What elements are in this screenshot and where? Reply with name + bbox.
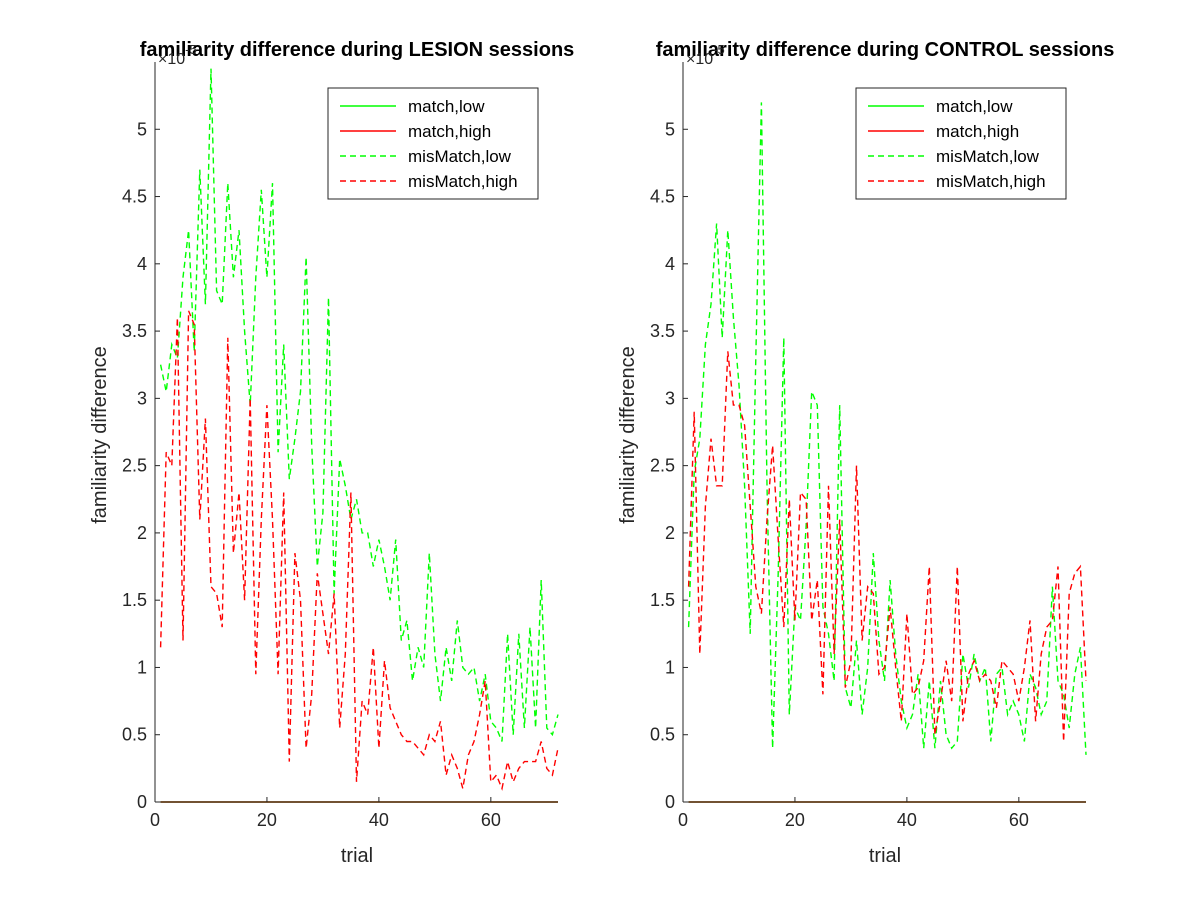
- lesion-y-exponent-power: -5: [185, 42, 197, 57]
- control-y-tick-label: 2.5: [650, 456, 675, 476]
- control-y-exponent-power: -5: [713, 42, 725, 57]
- lesion-x-tick-label: 40: [369, 810, 389, 830]
- control-x-tick-label: 60: [1009, 810, 1029, 830]
- lesion-y-tick-label: 0.5: [122, 725, 147, 745]
- lesion-y-tick-label: 3: [137, 388, 147, 408]
- lesion-subplot: 0 20 40 6000.511.522.533.544.55match,lowmat…: [89, 39, 574, 867]
- control-legend: match,low match,high misMatch,low misMatch,…: [855, 87, 1067, 200]
- lesion-y-tick-label: 2.5: [122, 456, 147, 476]
- lesion-y-exponent: ×10-5: [158, 42, 197, 68]
- control-y-tick-label: 1: [665, 657, 675, 677]
- control-y-tick-label: 5: [665, 119, 675, 139]
- lesion-y-tick-label: 1: [137, 657, 147, 677]
- lesion-y-tick-label: 0: [137, 792, 147, 812]
- control-legend-label: match,low: [936, 97, 1013, 116]
- control-x-tick-label: 0: [678, 810, 688, 830]
- lesion-y-tick-label: 1.5: [122, 590, 147, 610]
- control-y-tick-label: 0.5: [650, 725, 675, 745]
- control-y-tick-label: 4: [665, 254, 675, 274]
- lesion-y-axis-label: familiarity difference: [89, 346, 111, 523]
- lesion-y-tick-label: 5: [137, 119, 147, 139]
- lesion-plot-area: 0 20 40 6000.511.522.533.544.55match,lowmat…: [122, 62, 559, 830]
- lesion-legend-label: match,high: [408, 122, 491, 141]
- lesion-chart-title: familiarity difference during LESION ses…: [140, 39, 575, 61]
- lesion-y-tick-label: 2: [137, 523, 147, 543]
- control-x-tick-label: 20: [785, 810, 805, 830]
- lesion-legend-label: misMatch,low: [408, 147, 512, 166]
- lesion-legend-label: match,low: [408, 97, 485, 116]
- control-legend-label: match,high: [936, 122, 1019, 141]
- control-legend-label: misMatch,low: [936, 147, 1040, 166]
- control-plot-area: 0 20 40 6000.511.522.533.544.55match,lowmat…: [650, 62, 1087, 830]
- control-y-exponent-base: ×10: [686, 51, 713, 68]
- lesion-legend: match,low match,high misMatch,low misMatch,…: [327, 87, 539, 200]
- lesion-x-tick-label: 20: [257, 810, 277, 830]
- control-y-tick-label: 0: [665, 792, 675, 812]
- control-x-tick-label: 40: [897, 810, 917, 830]
- control-y-tick-label: 3: [665, 388, 675, 408]
- control-chart-title: familiarity difference during CONTROL se…: [656, 39, 1115, 61]
- lesion-y-tick-label: 3.5: [122, 321, 147, 341]
- control-y-exponent: ×10-5: [686, 42, 725, 68]
- control-series-mismatch-high: [687, 351, 1087, 742]
- control-y-tick-label: 4.5: [650, 187, 675, 207]
- lesion-y-tick-label: 4: [137, 254, 147, 274]
- lesion-x-tick-label: 0: [150, 810, 160, 830]
- lesion-series-mismatch-high: [159, 310, 559, 791]
- control-y-tick-label: 1.5: [650, 590, 675, 610]
- lesion-y-exponent-base: ×10: [158, 51, 185, 68]
- lesion-x-tick-label: 60: [481, 810, 501, 830]
- lesion-y-tick-label: 4.5: [122, 187, 147, 207]
- control-y-tick-label: 3.5: [650, 321, 675, 341]
- control-x-axis-label: trial: [869, 845, 901, 867]
- control-y-tick-label: 2: [665, 523, 675, 543]
- control-legend-label: misMatch,high: [936, 172, 1046, 191]
- lesion-legend-label: misMatch,high: [408, 172, 518, 191]
- control-subplot: 0 20 40 6000.511.522.533.544.55match,lowmat…: [617, 39, 1114, 867]
- lesion-x-axis-label: trial: [341, 845, 373, 867]
- control-y-axis-label: familiarity difference: [617, 346, 639, 523]
